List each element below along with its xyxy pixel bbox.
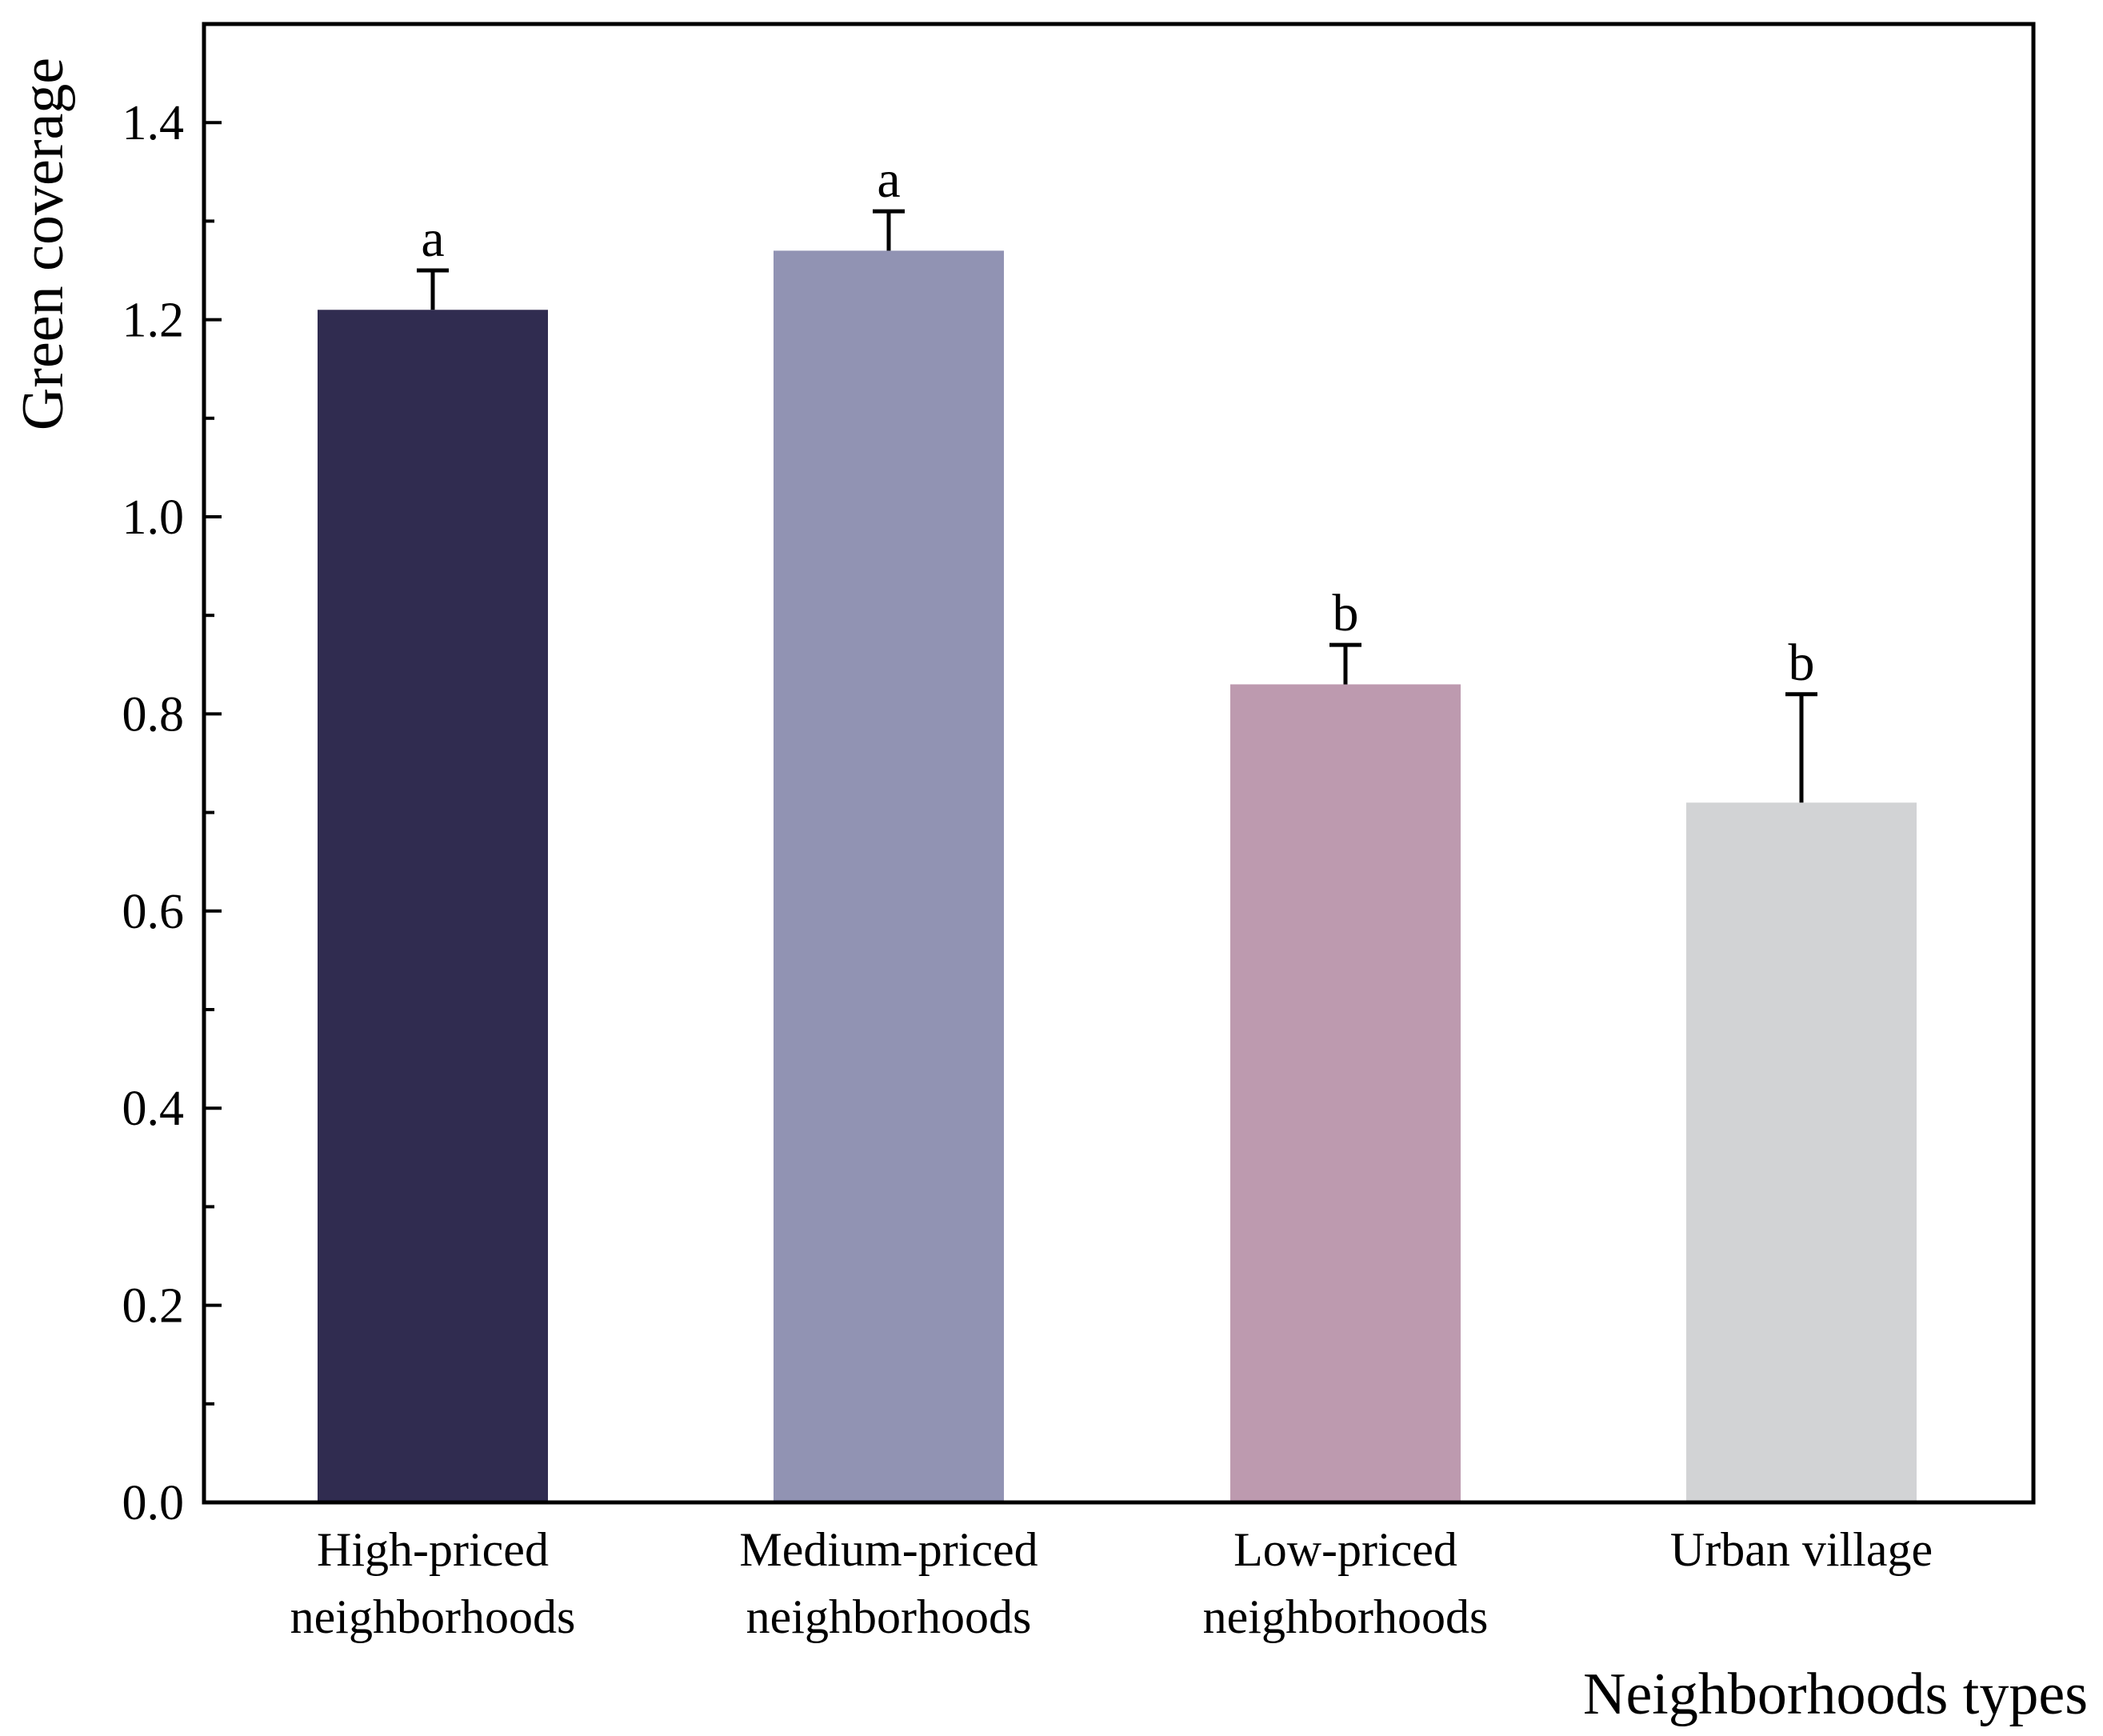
- y-tick-label: 1.0: [122, 490, 185, 545]
- y-tick-label: 0.8: [122, 687, 185, 742]
- significance-label-4: b: [1789, 634, 1815, 692]
- y-tick-label: 0.6: [122, 885, 185, 939]
- category-label-1-line-2: neighborhoods: [290, 1590, 576, 1643]
- category-label-2-line-2: neighborhoods: [746, 1590, 1032, 1643]
- significance-label-1: a: [421, 210, 444, 268]
- y-tick-label: 0.2: [122, 1279, 185, 1334]
- significance-label-3: b: [1333, 584, 1359, 642]
- bar-4: [1686, 802, 1917, 1502]
- y-tick-label: 0.0: [122, 1476, 185, 1530]
- bar-2: [774, 250, 1004, 1502]
- y-tick-label: 1.2: [122, 294, 185, 348]
- axes-layer: [202, 22, 2036, 1505]
- category-label-4-line-1: Urban village: [1670, 1523, 1933, 1576]
- x-axis-title: Neighborhoods types: [1583, 1662, 2088, 1727]
- category-label-1-line-1: High-priced: [317, 1523, 549, 1576]
- category-label-2-line-1: Medium-priced: [739, 1523, 1038, 1576]
- plot-frame: [202, 22, 2036, 1505]
- error-bars-layer: [417, 209, 1817, 803]
- y-ticks-layer: 0.0 0.2 0.4 0.6 0.8 1.0 1.2 1.4: [122, 96, 222, 1530]
- y-tick-label: 1.4: [122, 96, 185, 150]
- bars-layer: [318, 250, 1917, 1502]
- bar-1: [318, 310, 548, 1502]
- y-tick-label: 0.4: [122, 1082, 185, 1136]
- labels-layer: a High-priced neighborhoods a Medium-priced n…: [290, 150, 1933, 1643]
- significance-label-2: a: [877, 150, 900, 209]
- category-label-3-line-2: neighborhoods: [1203, 1590, 1489, 1643]
- bar-3: [1230, 684, 1461, 1502]
- category-label-3-line-1: Low-priced: [1233, 1523, 1457, 1576]
- y-axis-title: Green coverage: [10, 58, 76, 430]
